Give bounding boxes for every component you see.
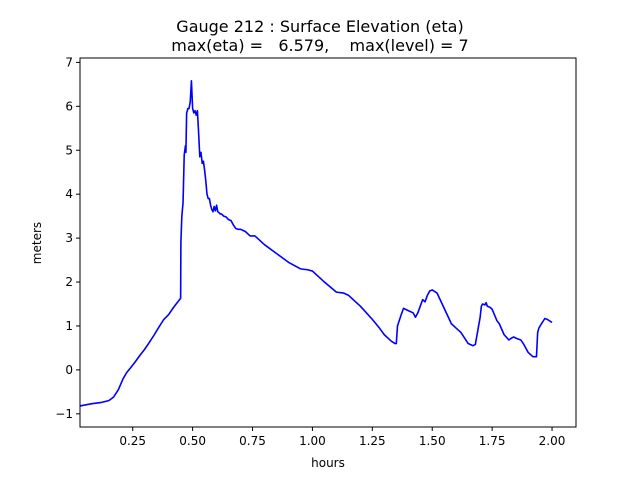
y-tick-label: 1 bbox=[65, 319, 73, 333]
x-axis-label: hours bbox=[311, 456, 345, 470]
plot-frame bbox=[79, 57, 577, 428]
y-axis-ticks: −1 0 1 2 3 4 5 6 7 bbox=[55, 55, 80, 421]
series-layer bbox=[79, 80, 553, 407]
y-tick-label: 5 bbox=[65, 143, 73, 157]
y-tick-label: 3 bbox=[65, 231, 73, 245]
series-line-0 bbox=[79, 80, 553, 407]
y-tick-label: 4 bbox=[65, 187, 73, 201]
y-tick-label: 0 bbox=[65, 363, 73, 377]
x-tick-label: 1.25 bbox=[359, 434, 386, 448]
chart-subtitle: max(eta) = 6.579, max(level) = 7 bbox=[171, 36, 468, 55]
x-tick-label: 1.75 bbox=[479, 434, 506, 448]
y-axis-label: meters bbox=[30, 222, 44, 264]
x-tick-label: 1.00 bbox=[299, 434, 326, 448]
x-tick-label: 0.75 bbox=[239, 434, 266, 448]
chart-title: Gauge 212 : Surface Elevation (eta) bbox=[176, 17, 463, 36]
y-tick-label: 6 bbox=[65, 99, 73, 113]
x-tick-label: 0.50 bbox=[179, 434, 206, 448]
y-tick-label: 7 bbox=[65, 55, 73, 69]
y-tick-label: −1 bbox=[55, 407, 73, 421]
plot-area bbox=[80, 58, 576, 427]
x-axis-ticks: 0.25 0.50 0.75 1.00 1.25 1.50 1.75 2.00 bbox=[119, 427, 565, 448]
x-tick-label: 0.25 bbox=[119, 434, 146, 448]
x-tick-label: 1.50 bbox=[419, 434, 446, 448]
x-tick-label: 2.00 bbox=[539, 434, 566, 448]
y-tick-label: 2 bbox=[65, 275, 73, 289]
